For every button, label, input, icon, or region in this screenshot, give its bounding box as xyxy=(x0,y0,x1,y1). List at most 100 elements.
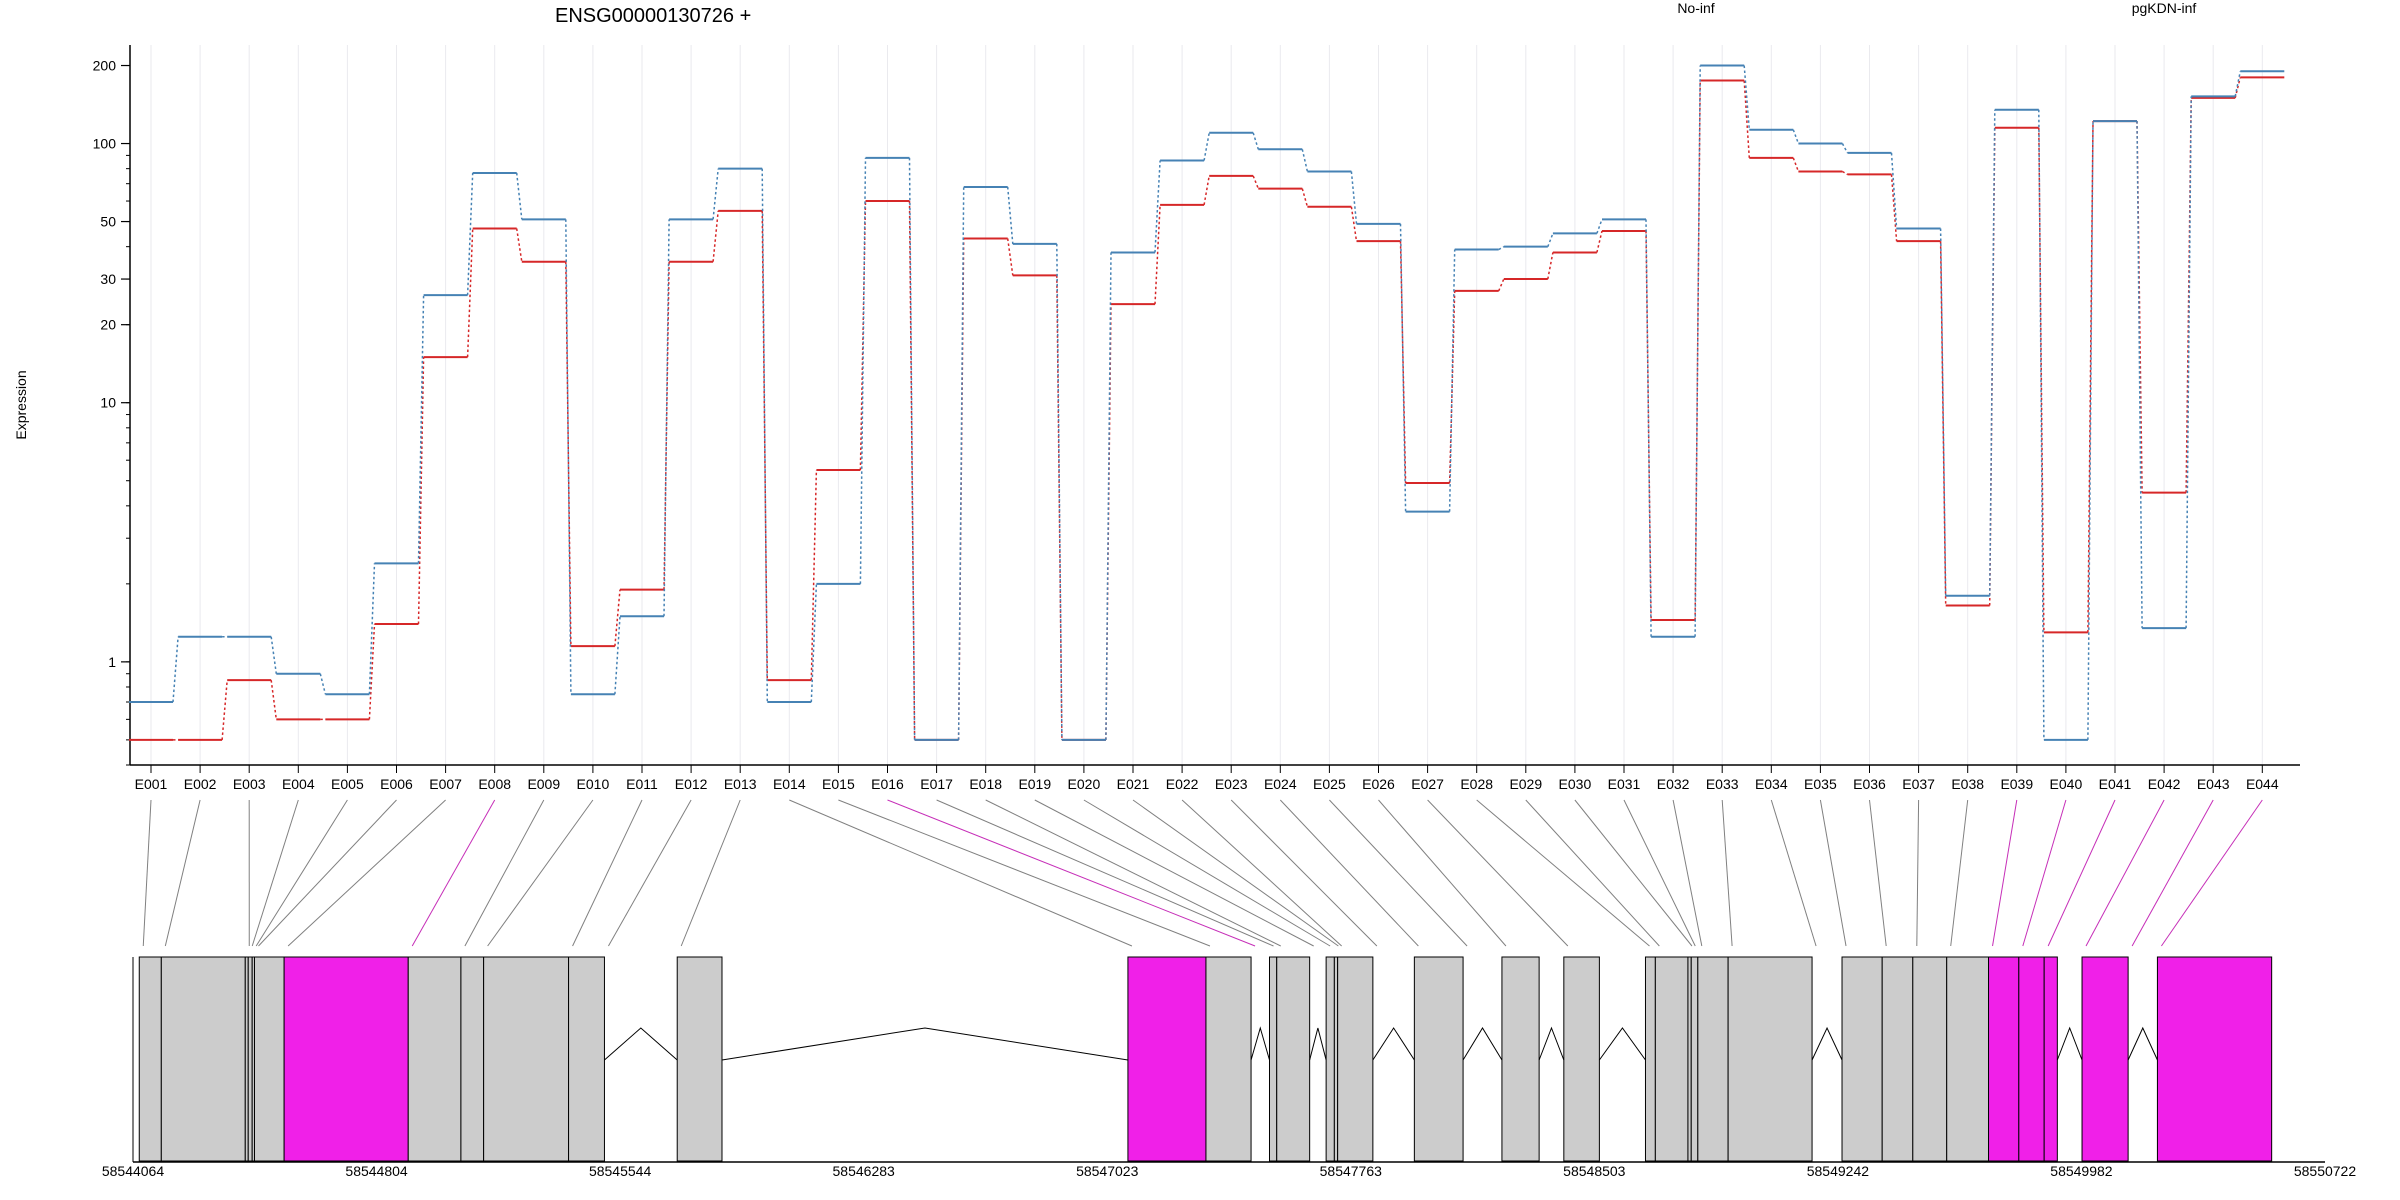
exon-box xyxy=(1727,956,1813,1162)
exon-box xyxy=(1501,956,1540,1162)
x-tick-label: E019 xyxy=(1018,776,1051,792)
series-connector xyxy=(1988,109,1996,596)
series-connector xyxy=(1105,252,1112,740)
bin-connector xyxy=(608,799,692,947)
exon-box xyxy=(2156,956,2273,1162)
bin-connector xyxy=(2161,799,2263,947)
bin-connector xyxy=(487,799,594,947)
series-connector xyxy=(368,623,376,720)
exon-box xyxy=(1881,956,1914,1162)
exon-box xyxy=(460,956,485,1162)
exon-box xyxy=(1690,956,1699,1162)
exon-box xyxy=(138,956,162,1162)
exon-box xyxy=(1127,956,1207,1162)
series-connector xyxy=(1006,186,1014,244)
exon-box xyxy=(568,956,605,1162)
x-tick-label: E033 xyxy=(1706,776,1739,792)
bin-connector xyxy=(1279,799,1419,947)
series-connector xyxy=(270,636,278,674)
bin-connector xyxy=(411,799,496,947)
series-connector xyxy=(1792,129,1800,144)
legend-pgkdn-inf: pgKDN-inf xyxy=(2132,0,2197,16)
series-connector xyxy=(565,261,572,647)
series-connector xyxy=(2185,96,2192,629)
coordinate-label: 58547023 xyxy=(1076,1163,1139,1179)
series-connector xyxy=(466,228,474,358)
x-tick-label: E026 xyxy=(1362,776,1395,792)
series-connector xyxy=(1792,157,1800,172)
series-connector xyxy=(1841,143,1849,154)
series-connector xyxy=(1301,149,1309,172)
y-tick-label: 1 xyxy=(108,654,116,670)
series-connector xyxy=(1547,252,1554,280)
series-connector xyxy=(614,616,621,695)
series-connector xyxy=(1350,206,1358,242)
series-connector xyxy=(2136,121,2143,629)
exon-box xyxy=(1841,956,1883,1162)
exon-box xyxy=(1276,956,1311,1162)
x-tick-label: E011 xyxy=(626,776,658,792)
series-connector xyxy=(1694,65,1701,637)
bin-connector xyxy=(1869,799,1887,947)
x-tick-label: E027 xyxy=(1411,776,1444,792)
y-tick-label: 10 xyxy=(100,395,116,411)
series-connector xyxy=(1596,219,1603,234)
y-tick-label: 20 xyxy=(100,317,116,333)
x-tick-label: E012 xyxy=(675,776,708,792)
exon-box xyxy=(1644,956,1656,1162)
x-tick-label: E008 xyxy=(478,776,511,792)
bin-connector xyxy=(1623,799,1696,947)
intron-line xyxy=(2127,1026,2158,1061)
bin-connector xyxy=(838,799,1211,947)
coordinate-label: 58549982 xyxy=(2050,1163,2113,1179)
chart-title: ENSG00000130726 + xyxy=(555,5,751,27)
bin-connector xyxy=(1992,799,2018,947)
coordinate-label: 58549242 xyxy=(1807,1163,1870,1179)
x-tick-label: E002 xyxy=(184,776,217,792)
series-connector xyxy=(515,228,523,262)
x-tick-label: E037 xyxy=(1902,776,1935,792)
series-pgkdn-inf xyxy=(129,64,2285,741)
exon-box xyxy=(1205,956,1252,1162)
series-connector xyxy=(1301,188,1309,208)
series-connector xyxy=(712,210,719,262)
bin-connector xyxy=(680,799,741,947)
series-connector xyxy=(1890,174,1898,242)
intron-line xyxy=(1372,1027,1415,1061)
bin-connector xyxy=(1916,799,1920,947)
series-connector xyxy=(565,219,572,695)
x-tick-label: E010 xyxy=(577,776,610,792)
series-connector xyxy=(761,168,769,703)
bin-connector xyxy=(789,799,1133,947)
series-connector xyxy=(515,172,523,220)
series-connector xyxy=(1006,238,1014,276)
bin-connector xyxy=(258,799,397,947)
exon-box xyxy=(1988,956,2020,1162)
bin-connector xyxy=(1525,799,1660,947)
bin-connector xyxy=(164,799,201,947)
bin-connector xyxy=(1083,799,1331,947)
series-connector xyxy=(2234,77,2242,99)
bin-connector xyxy=(572,799,643,947)
bin-connector xyxy=(1574,799,1693,947)
grid-layer xyxy=(150,45,2263,765)
coordinate-label: 58547763 xyxy=(1320,1163,1383,1179)
x-tick-label: E013 xyxy=(724,776,757,792)
bin-connector xyxy=(2047,799,2116,947)
bin-connector xyxy=(1476,799,1650,947)
exon-box xyxy=(1654,956,1689,1162)
exon-box xyxy=(1563,956,1600,1162)
series-connector xyxy=(2087,121,2094,740)
series-connector xyxy=(1939,241,1947,606)
series-connector xyxy=(1939,228,1947,596)
series-connector xyxy=(221,680,228,740)
series-connector xyxy=(1498,246,1505,251)
x-tick-label: E038 xyxy=(1951,776,1984,792)
series-connector xyxy=(2038,109,2045,740)
bin-connector xyxy=(1819,799,1847,947)
x-tick-label: E043 xyxy=(2197,776,2230,792)
bin-connector xyxy=(1427,799,1569,947)
intron-line xyxy=(1309,1027,1327,1061)
